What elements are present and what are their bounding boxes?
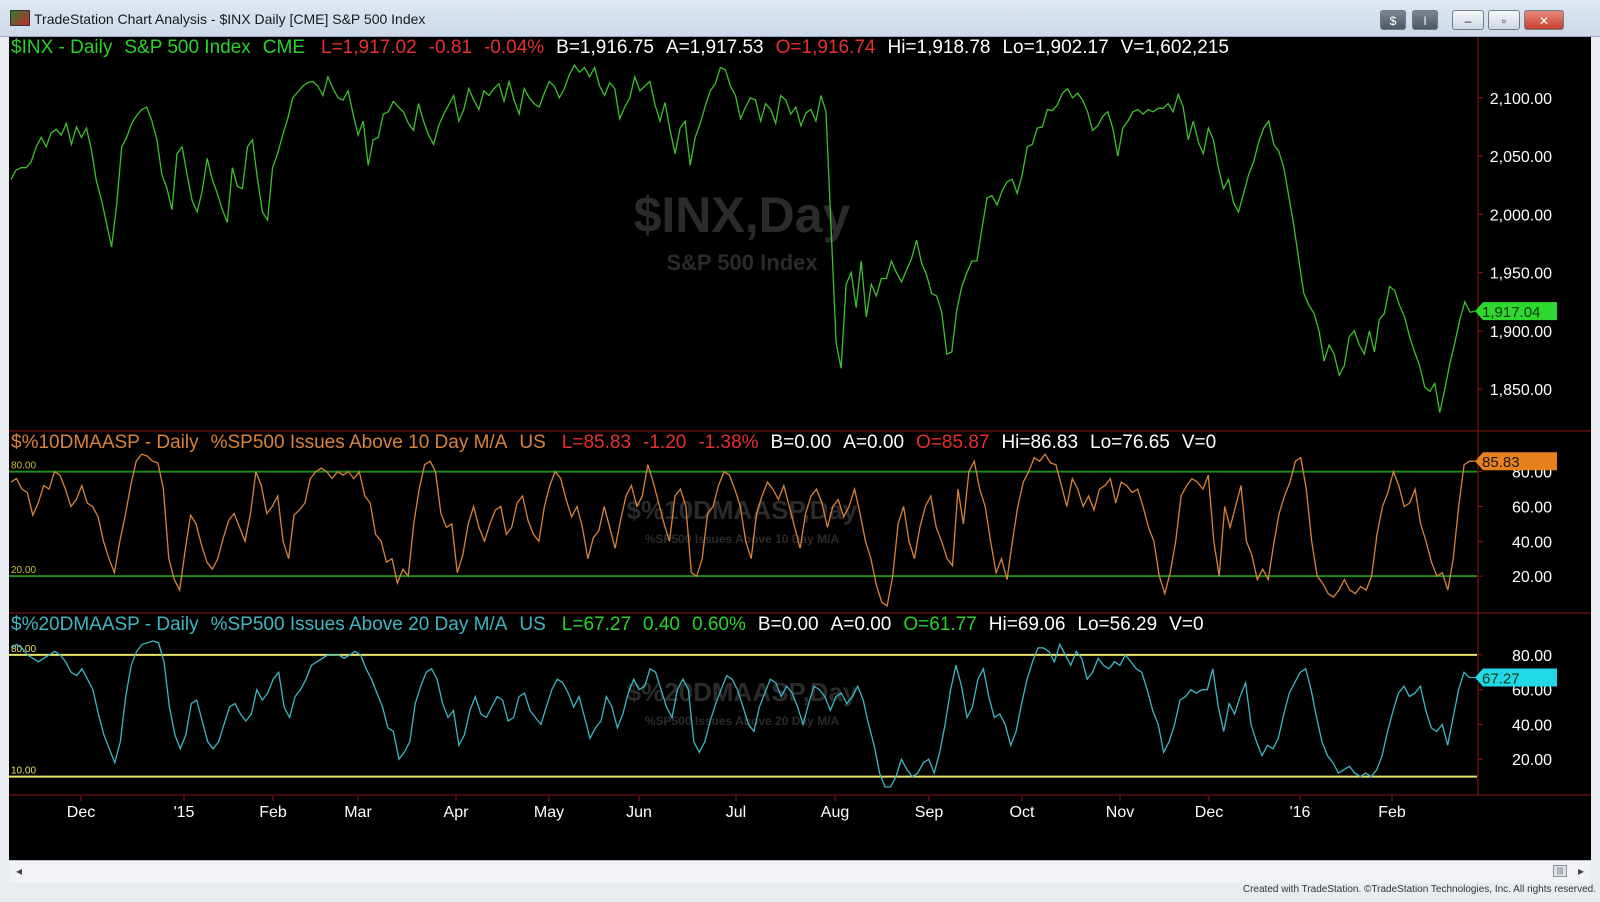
title-bar: TradeStation Chart Analysis - $INX Daily… [0, 0, 1600, 37]
last-value-marker [1475, 668, 1557, 687]
panel-header-item: 0.40 [643, 614, 680, 635]
panel-header-item: V=1,602,215 [1121, 37, 1229, 58]
x-tick-label: Dec [1195, 804, 1223, 821]
panel-watermark-subtitle: %SP500 Issues Above 20 Day M/A [645, 714, 840, 728]
x-tick-label: Mar [344, 804, 372, 821]
y-tick-label: 60.00 [1512, 499, 1552, 516]
panel-header-item: O=1,916.74 [776, 37, 876, 58]
series-line [10, 63, 1476, 413]
horizontal-scrollbar[interactable]: ◂ ||| ▸ [9, 860, 1591, 883]
tradestation-app-icon [10, 10, 30, 26]
x-tick-label: Feb [1378, 804, 1406, 821]
y-tick-label: 1,850.00 [1490, 382, 1552, 399]
panel-header-item: Lo=56.29 [1077, 614, 1157, 635]
panel-header-item: B=0.00 [758, 614, 819, 635]
x-tick-label: Sep [915, 804, 944, 821]
panel-header-item: S&P 500 Index [124, 37, 251, 58]
panel-header-item: -0.81 [429, 37, 472, 58]
y-tick-label: 80.00 [1512, 648, 1552, 665]
last-value-label: 85.83 [1482, 454, 1520, 471]
level-label: 20.00 [11, 565, 36, 576]
panel-header-item: Lo=76.65 [1090, 432, 1170, 453]
x-tick-label: Apr [444, 804, 470, 821]
dollar-menu-button[interactable]: $ [1380, 10, 1406, 30]
y-tick-label: 2,100.00 [1490, 91, 1552, 108]
x-tick-label: Dec [67, 804, 95, 821]
restore-button[interactable]: ▫ [1488, 10, 1520, 30]
panel-header-item: L=67.27 [562, 614, 631, 635]
scroll-grip-icon[interactable]: ||| [1553, 865, 1567, 877]
panel-header-item: -1.38% [698, 432, 758, 453]
scroll-right-arrow-icon[interactable]: ▸ [1577, 864, 1585, 878]
y-tick-label: 2,000.00 [1490, 207, 1552, 224]
y-tick-label: 20.00 [1512, 569, 1552, 586]
panel-header-item: L=1,917.02 [321, 37, 417, 58]
info-menu-button[interactable]: I [1412, 10, 1438, 30]
panel-header-item: -1.20 [643, 432, 686, 453]
x-tick-label: Jul [726, 804, 746, 821]
panel-header-item: Hi=86.83 [1001, 432, 1078, 453]
panel-header-item: A=0.00 [843, 432, 904, 453]
y-tick-label: 1,900.00 [1490, 324, 1552, 341]
y-tick-label: 40.00 [1512, 534, 1552, 551]
panel-watermark-subtitle: %SP500 Issues Above 10 Day M/A [645, 532, 840, 546]
panel-header-item: O=85.87 [916, 432, 989, 453]
panel-header-item: 0.60% [692, 614, 746, 635]
y-tick-label: 20.00 [1512, 752, 1552, 769]
panel-header-item: V=0 [1169, 614, 1203, 635]
panel-header-item: Hi=1,918.78 [887, 37, 990, 58]
close-button[interactable]: ✕ [1524, 10, 1564, 30]
series-line [10, 640, 1475, 788]
last-value-label: 67.27 [1482, 670, 1520, 687]
x-tick-label: Jun [626, 804, 652, 821]
x-tick-label: May [534, 804, 564, 821]
panel-header-item: %SP500 Issues Above 10 Day M/A [211, 432, 508, 453]
panel-header-item: $%20DMAASP - Daily [11, 614, 199, 635]
panel-header-item: -0.04% [484, 37, 544, 58]
x-tick-label: Feb [259, 804, 287, 821]
panel-header-item: V=0 [1182, 432, 1216, 453]
x-tick-label: Nov [1106, 804, 1134, 821]
y-tick-label: 1,950.00 [1490, 266, 1552, 283]
panel-header-item: %SP500 Issues Above 20 Day M/A [211, 614, 508, 635]
panel-header-item: B=0.00 [771, 432, 832, 453]
series-line [10, 453, 1475, 607]
panel-header-item: $INX - Daily [11, 37, 113, 58]
last-value-label: 1,917.04 [1482, 304, 1540, 321]
chart-area: $INX,Day S&P 500 Index 2,100.00 2,050.00 2,0… [9, 37, 1591, 860]
y-tick-label: 2,050.00 [1490, 149, 1552, 166]
level-label: 80.00 [11, 461, 36, 472]
panel-header-item: A=1,917.53 [666, 37, 764, 58]
panel-header-item: O=61.77 [903, 614, 976, 635]
scroll-left-arrow-icon[interactable]: ◂ [15, 864, 23, 878]
panel-header-item: B=1,916.75 [556, 37, 654, 58]
panel-header-item: L=85.83 [562, 432, 631, 453]
panel-header-item: $%10DMAASP - Daily [11, 432, 199, 453]
panel-header-item: US [519, 614, 545, 635]
window-title: TradeStation Chart Analysis - $INX Daily… [34, 11, 426, 27]
panel-header-item: US [519, 432, 545, 453]
x-tick-label: '15 [174, 804, 195, 821]
minimize-button[interactable]: – [1452, 10, 1484, 30]
panel-watermark: $INX,Day [634, 187, 851, 243]
x-tick-label: Aug [821, 804, 849, 821]
panel-header-item: Hi=69.06 [989, 614, 1066, 635]
y-tick-label: 40.00 [1512, 717, 1552, 734]
panel-header-item: A=0.00 [831, 614, 892, 635]
last-value-marker [1475, 452, 1557, 471]
panel-watermark-subtitle: S&P 500 Index [666, 250, 818, 275]
x-tick-label: '16 [1290, 804, 1311, 821]
y-tick-label: 60.00 [1512, 683, 1552, 700]
copyright-notice: Created with TradeStation. ©TradeStation… [1242, 884, 1596, 895]
chart-canvas: $INX,Day S&P 500 Index 2,100.00 2,050.00 2,0… [9, 37, 1591, 821]
x-tick-label: Oct [1010, 804, 1035, 821]
last-value-marker [1475, 302, 1557, 321]
level-label: 10.00 [11, 766, 36, 777]
panel-header-item: Lo=1,902.17 [1002, 37, 1108, 58]
panel-header-item: CME [263, 37, 305, 58]
